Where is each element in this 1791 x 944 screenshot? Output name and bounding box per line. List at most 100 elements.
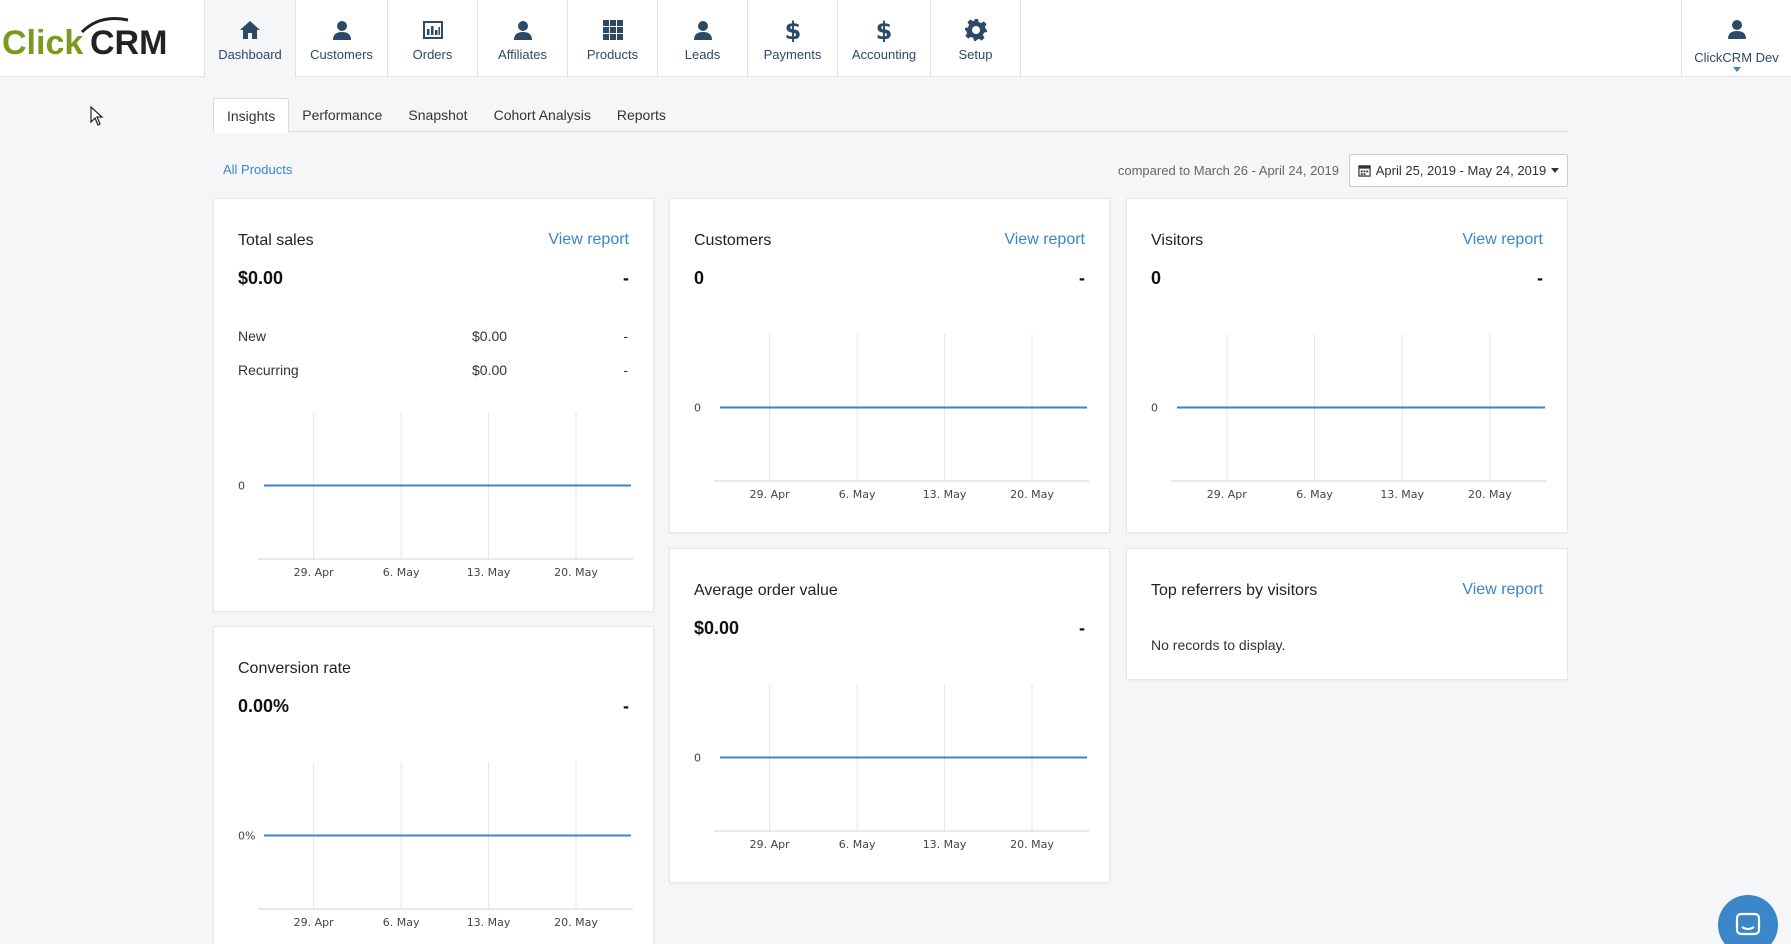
row-label: New <box>238 328 267 344</box>
view-report-link[interactable]: View report <box>1004 231 1085 248</box>
bar-chart-icon <box>420 17 446 43</box>
mouse-cursor-icon <box>90 106 104 126</box>
row-change: - <box>623 328 628 344</box>
clickcrm-logo[interactable]: Click CRM <box>0 10 180 66</box>
nav-item-accounting[interactable]: $ Accounting <box>838 0 931 77</box>
card-visitors: Visitors View report 0 - 29. Apr 6. May 13… <box>1126 198 1568 533</box>
home-icon <box>237 17 263 43</box>
nav-item-orders[interactable]: Orders <box>388 0 478 77</box>
row-amount: $0.00 <box>472 328 508 344</box>
empty-state-message: No records to display. <box>1151 637 1286 653</box>
row-change: - <box>623 362 628 378</box>
card-value: 0 <box>1151 268 1162 288</box>
card-title: Average order value <box>694 582 838 599</box>
view-report-link[interactable]: View report <box>548 231 629 248</box>
y-tick-label: 0 <box>694 752 701 765</box>
card-title: Top referrers by visitors <box>1151 582 1318 599</box>
card-value: 0.00% <box>238 696 290 716</box>
tab-snapshot[interactable]: Snapshot <box>408 107 468 123</box>
x-tick-label: 29. Apr <box>750 838 790 851</box>
nav-item-products[interactable]: Products <box>568 0 658 77</box>
nav-label: Customers <box>310 47 373 62</box>
x-tick-label: 13. May <box>923 838 967 851</box>
svg-text:$: $ <box>784 18 801 42</box>
card-total-sales: Total sales View report $0.00 - New $0.0… <box>213 198 654 612</box>
x-tick-label: 6. May <box>1296 488 1333 501</box>
tab-cohort-analysis[interactable]: Cohort Analysis <box>493 107 591 123</box>
breakdown-row-new: New $0.00 - <box>238 328 628 344</box>
card-conversion-rate: Conversion rate 0.00% - 29. Apr 6. May 13.… <box>213 626 654 944</box>
card-average-order-value: Average order value $0.00 - 29. Apr 6. Ma… <box>669 548 1110 883</box>
user-icon <box>1725 17 1749 46</box>
visitors-chart: 29. Apr 6. May 13. May 20. May 0 <box>1151 334 1547 501</box>
tab-performance[interactable]: Performance <box>302 107 383 123</box>
card-top-referrers: Top referrers by visitors View report No… <box>1126 548 1568 680</box>
nav-label: Leads <box>684 47 721 62</box>
top-navigation: Click CRM Dashboard Customers Orders Aff… <box>0 0 1791 78</box>
card-customers: Customers View report 0 - 29. Apr 6. May 1… <box>669 198 1110 533</box>
x-tick-label: 6. May <box>383 916 420 929</box>
view-report-link[interactable]: View report <box>1462 231 1543 248</box>
card-title: Conversion rate <box>238 660 351 677</box>
y-tick-label: 0 <box>1151 402 1158 415</box>
y-tick-label: 0 <box>694 402 701 415</box>
y-tick-label: 0 <box>238 480 245 493</box>
nav-label: Setup <box>958 47 993 62</box>
user-menu[interactable]: ClickCRM Dev <box>1681 0 1791 77</box>
nav-item-customers[interactable]: Customers <box>296 0 388 77</box>
y-tick-label: 0% <box>238 830 255 843</box>
main-nav: Dashboard Customers Orders Affiliates Pr… <box>204 0 1021 78</box>
all-products-link[interactable]: All Products <box>223 162 293 177</box>
customers-chart: 29. Apr 6. May 13. May 20. May 0 <box>694 334 1089 501</box>
nav-label: Orders <box>412 47 453 62</box>
tab-reports[interactable]: Reports <box>616 107 666 123</box>
card-change: - <box>623 268 629 288</box>
card-value: $0.00 <box>694 618 740 638</box>
date-range-label: April 25, 2019 - May 24, 2019 <box>1375 163 1547 178</box>
x-tick-label: 6. May <box>839 488 876 501</box>
logo-text-click: Click <box>2 24 83 62</box>
nav-item-dashboard[interactable]: Dashboard <box>204 0 296 78</box>
x-tick-label: 20. May <box>554 916 598 929</box>
x-tick-label: 13. May <box>467 916 511 929</box>
dashboard-tabs: Insights Performance Snapshot Cohort Ana… <box>213 98 1568 133</box>
nav-item-payments[interactable]: $ Payments <box>748 0 838 77</box>
card-change: - <box>1079 268 1085 288</box>
x-tick-label: 13. May <box>1380 488 1424 501</box>
nav-item-leads[interactable]: Leads <box>658 0 748 77</box>
average-order-chart: 29. Apr 6. May 13. May 20. May 0 <box>694 684 1089 851</box>
card-value: $0.00 <box>238 268 284 288</box>
nav-label: Accounting <box>851 47 917 62</box>
logo-text-crm: CRM <box>90 24 167 62</box>
x-tick-label: 20. May <box>1010 838 1054 851</box>
card-title: Customers <box>694 232 772 249</box>
chat-launcher-button[interactable] <box>1718 895 1778 944</box>
nav-label: Affiliates <box>498 47 547 62</box>
dollar-icon: $ <box>780 17 806 43</box>
total-sales-chart: 29. Apr 6. May 13. May 20. May 0 <box>238 412 633 579</box>
row-label: Recurring <box>238 362 299 378</box>
x-tick-label: 29. Apr <box>294 916 334 929</box>
tab-insights[interactable]: Insights <box>213 98 290 133</box>
nav-item-setup[interactable]: Setup <box>931 0 1021 77</box>
view-report-link[interactable]: View report <box>1462 581 1543 598</box>
calendar-icon <box>1358 165 1371 177</box>
x-tick-label: 20. May <box>554 566 598 579</box>
user-icon <box>510 17 536 43</box>
x-tick-label: 20. May <box>1010 488 1054 501</box>
nav-label: Payments <box>763 47 822 62</box>
card-change: - <box>1537 268 1543 288</box>
breakdown-row-recurring: Recurring $0.00 - <box>238 362 628 378</box>
x-tick-label: 13. May <box>923 488 967 501</box>
nav-label: Products <box>586 47 639 62</box>
date-range-picker[interactable]: April 25, 2019 - May 24, 2019 <box>1349 154 1568 187</box>
comparison-period: compared to March 26 - April 24, 2019 <box>1117 163 1339 178</box>
nav-item-affiliates[interactable]: Affiliates <box>478 0 568 77</box>
x-tick-label: 6. May <box>383 566 420 579</box>
user-name: ClickCRM Dev <box>1694 50 1779 65</box>
x-tick-label: 29. Apr <box>294 566 334 579</box>
gear-icon <box>963 17 989 43</box>
svg-text:$: $ <box>876 18 893 42</box>
conversion-rate-chart: 29. Apr 6. May 13. May 20. May 0% <box>238 762 633 929</box>
x-tick-label: 29. Apr <box>750 488 790 501</box>
